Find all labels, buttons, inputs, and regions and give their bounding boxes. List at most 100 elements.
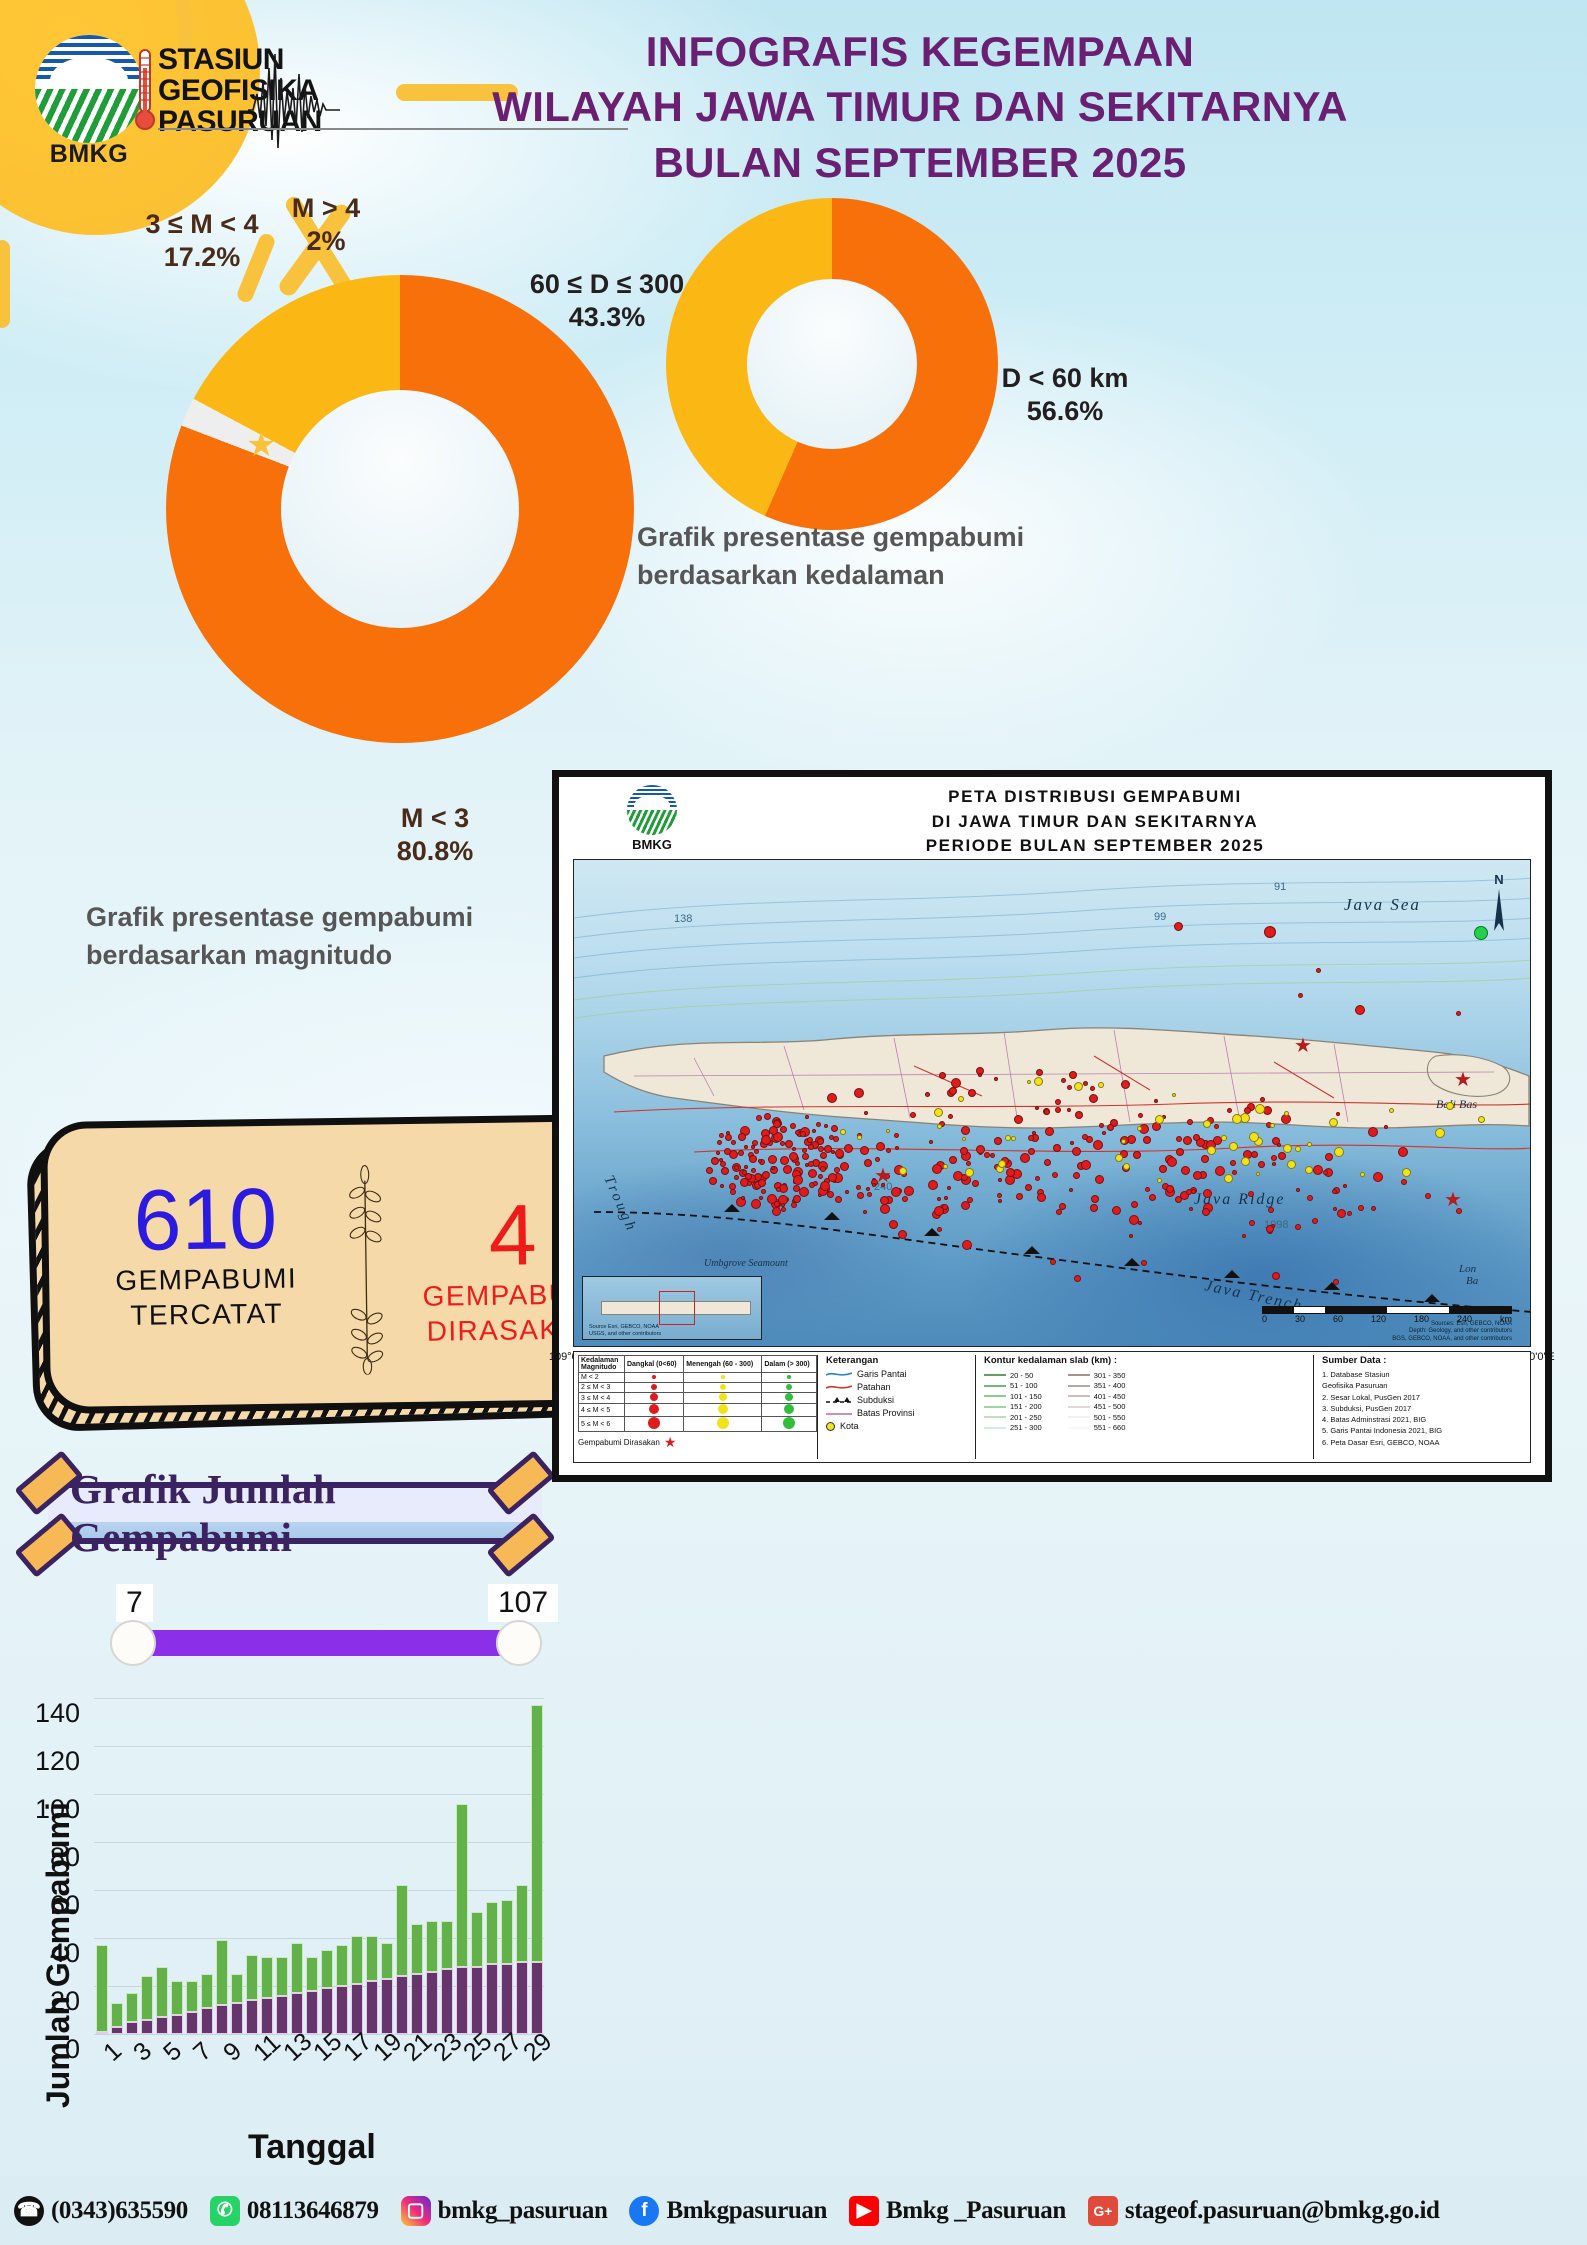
epicenter-dot-deep [1474,926,1488,940]
grid-line [94,1938,544,1939]
epicenter-dot [789,1123,796,1130]
map-legend: Kedalaman Magnitudo Dangkal (0<60) Meneng… [573,1351,1531,1463]
epicenter-dot [1424,1192,1431,1199]
grid-line [94,1842,544,1843]
depth-mid-name: 60 ≤ D ≤ 300 [529,269,685,299]
footer-item-youtube[interactable]: ▶ Bmkg _Pasuruan [849,2195,1066,2226]
bar-segment-lower [215,2005,228,2034]
epicenter-dot [1358,1204,1365,1211]
source-line: 5. Garis Pantai Indonesia 2021, BIG [1322,1426,1443,1436]
footer-email-text: stageof.pasuruan@bmkg.go.id [1124,2196,1440,2224]
magnitude-caption-line-1: Grafik presentase gempabumi [86,902,474,932]
contour-row: 101 - 150 [984,1392,1042,1401]
epicenter-dot [1368,1126,1379,1137]
epicenter-dot [1370,1206,1376,1212]
contour-row: 301 - 350 [1067,1371,1125,1380]
epicenter-dot [938,1072,946,1080]
epicenter-dot [1270,1155,1277,1162]
slider-track[interactable] [138,1630,516,1656]
epicenter-dot [1283,1111,1289,1117]
bar-segment-lower [125,2022,138,2034]
epicenter-dot [1024,1184,1032,1192]
epicenter-dot [807,1144,814,1151]
contour-row: 151 - 200 [984,1402,1042,1411]
epicenter-dot [725,1130,730,1135]
epicenter-dot [709,1177,718,1186]
epicenter-dot [740,1195,745,1200]
footer-item-facebook[interactable]: f Bmkgpasuruan [629,2195,827,2226]
epicenter-dot [1034,1175,1040,1181]
bar-column [125,1993,138,2034]
epicenter-dot [961,1136,966,1141]
epicenter-dot [941,1204,948,1211]
svg-text:Java Ridge: Java Ridge [1194,1191,1286,1208]
slider-knob-min[interactable] [110,1620,156,1666]
footer-item-whatsapp[interactable]: ✆ 08113646879 [209,2195,379,2226]
epicenter-dot [827,1190,835,1198]
epicenter-dot [1068,1071,1077,1080]
epicenter-dot [819,1151,827,1159]
epicenter-dot [857,1135,863,1141]
epicenter-dot [1383,1125,1388,1130]
felt-earthquake-star-icon: ★ [1444,1189,1462,1211]
epicenter-dot [792,1146,797,1151]
logo-underline [158,128,628,130]
map-header: BMKG PETA DISTRIBUSI GEMPABUMI DI JAWA T… [559,777,1545,855]
bar-segment-lower [305,1990,318,2034]
bar-segment-upper [215,1940,228,2006]
epicenter-dot [1050,1259,1057,1266]
epicenter-dot [771,1166,776,1171]
footer-item-instagram[interactable]: ▢ bmkg_pasuruan [400,2195,608,2226]
epicenter-dot [759,1196,764,1201]
epicenter-dot [1155,1114,1165,1124]
footer-item-phone[interactable]: ☎ (0343)635590 [14,2195,188,2226]
epicenter-dot [1287,1159,1296,1169]
epicenter-dot [1322,1169,1328,1175]
epicenter-dot [1055,1208,1062,1215]
bar-segment-lower [230,2002,243,2034]
page-title: INFOGRAFIS KEGEMPAAN WILAYAH JAWA TIMUR … [300,24,1540,190]
map-inset: Source Esri, GEBCO, NOAA USGS, and other … [582,1276,762,1340]
map-logo: BMKG [597,785,707,852]
slider-knob-max[interactable] [496,1620,542,1666]
source-line: 3. Subduksi, PusGen 2017 [1322,1403,1412,1413]
epicenter-dot-deep [1264,926,1276,938]
date-range-slider[interactable]: 7 107 [100,1584,559,1668]
bar-segment-upper [440,1921,453,1970]
epicenter-dot [1137,1220,1142,1225]
grid-line [94,1698,544,1699]
depth-chart-caption: Grafik presentase gempabumi berdasarkan … [637,518,1157,595]
map-title-line-1: PETA DISTRIBUSI GEMPABUMI [948,787,1242,806]
epicenter-dot [705,1166,713,1174]
epicenter-dot [1334,1147,1345,1158]
bar-segment-upper [350,1935,363,1984]
chart-banner-label: Grafik Jumlah Gempabumi [70,1466,337,1560]
epicenter-dot [1054,1106,1061,1113]
magnitude-donut-chart: ★ [166,275,634,743]
epicenter-dot [758,1158,763,1163]
epicenter-dot [862,1210,867,1215]
contour-label: 201 - 250 [1010,1412,1042,1422]
epicenter-dot [927,1180,938,1191]
epicenter-dot [1130,1200,1138,1208]
y-axis-tick: 100 [34,1794,80,1824]
epicenter-dot [1035,1106,1040,1111]
epicenter-dot [781,1206,787,1212]
epicenter-dot [793,1175,804,1186]
epicenter-dot [750,1199,761,1210]
epicenter-dot [886,1147,892,1153]
bar-segment-lower [110,2026,123,2034]
felt-earthquake-star-icon: ★ [1294,1035,1312,1057]
magnitude-mid-value: 17.2% [163,241,241,272]
epicenter-dot [808,1169,818,1179]
svg-text:138: 138 [674,913,692,925]
epicenter-dot [946,1186,951,1191]
epicenter-dot [1144,1187,1150,1193]
epicenter-dot [1142,1136,1151,1145]
epicenter-dot [1081,1134,1088,1141]
footer-item-googleplus[interactable]: G+ stageof.pasuruan@bmkg.go.id [1087,2195,1440,2226]
epicenter-dot [1073,1274,1081,1282]
epicenter-dot [1185,1188,1192,1195]
bar-segment-upper [110,2002,123,2027]
depth-shallow-name: D < 60 km [1001,363,1129,393]
